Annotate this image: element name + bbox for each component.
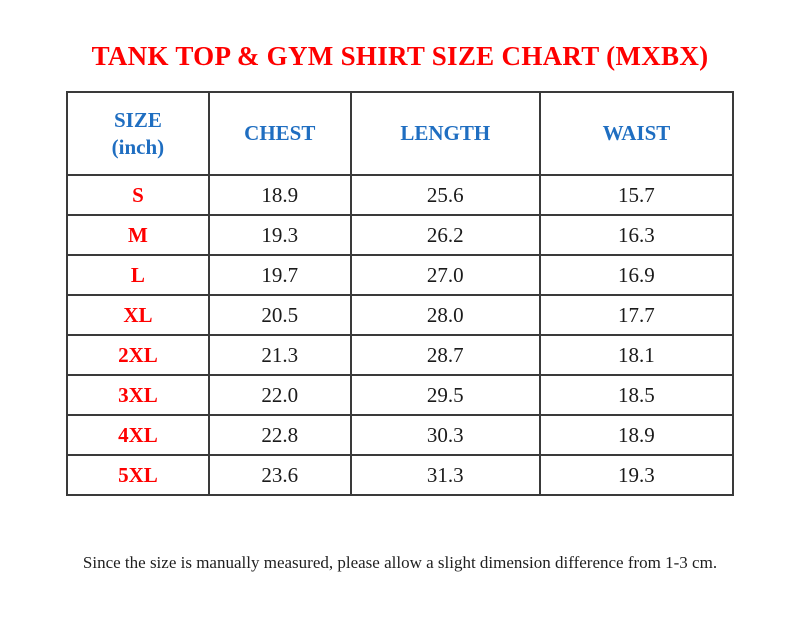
header-row: SIZE (inch) CHEST LENGTH WAIST [66,91,735,176]
chest-value: 19.3 [207,214,352,256]
size-label: M [66,214,210,256]
size-label: 5XL [66,454,210,496]
chest-value: 21.3 [207,334,352,376]
length-value: 27.0 [349,254,541,296]
size-label: 4XL [66,414,210,456]
length-value: 28.0 [349,294,541,336]
chest-value: 19.7 [207,254,352,296]
size-label: L [66,254,210,296]
size-label: 2XL [66,334,210,376]
chest-value: 20.5 [207,294,352,336]
chest-value: 23.6 [207,454,352,496]
table-row: XL 20.5 28.0 17.7 [66,294,735,336]
waist-value: 15.7 [538,174,735,216]
length-value: 30.3 [349,414,541,456]
waist-value: 18.1 [538,334,735,376]
size-chart-table: SIZE (inch) CHEST LENGTH WAIST S 18.9 25… [66,91,735,496]
length-value: 25.6 [349,174,541,216]
waist-value: 18.9 [538,414,735,456]
waist-value: 19.3 [538,454,735,496]
waist-value: 16.9 [538,254,735,296]
chest-value: 18.9 [207,174,352,216]
chest-value: 22.0 [207,374,352,416]
column-header-chest: CHEST [207,91,352,176]
table-row: L 19.7 27.0 16.9 [66,254,735,296]
table-row: 4XL 22.8 30.3 18.9 [66,414,735,456]
length-value: 26.2 [349,214,541,256]
waist-value: 17.7 [538,294,735,336]
table-row: M 19.3 26.2 16.3 [66,214,735,256]
chest-value: 22.8 [207,414,352,456]
size-label: 3XL [66,374,210,416]
length-value: 29.5 [349,374,541,416]
waist-value: 16.3 [538,214,735,256]
table-row: S 18.9 25.6 15.7 [66,174,735,216]
table-row: 3XL 22.0 29.5 18.5 [66,374,735,416]
length-value: 28.7 [349,334,541,376]
column-header-size: SIZE (inch) [66,91,210,176]
size-label: S [66,174,210,216]
measurement-disclaimer: Since the size is manually measured, ple… [82,553,718,572]
size-label: XL [66,294,210,336]
length-value: 31.3 [349,454,541,496]
column-header-length: LENGTH [349,91,541,176]
waist-value: 18.5 [538,374,735,416]
table-row: 2XL 21.3 28.7 18.1 [66,334,735,376]
table-row: 5XL 23.6 31.3 19.3 [66,454,735,496]
page-title: TANK TOP & GYM SHIRT SIZE CHART (MXBX) [91,41,709,71]
column-header-waist: WAIST [538,91,735,176]
